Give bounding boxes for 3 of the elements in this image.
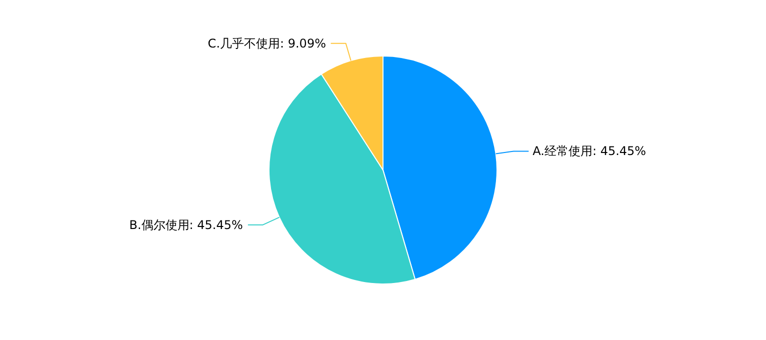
slice-label: B.偶尔使用: 45.45% <box>129 218 243 232</box>
slice-label: C.几乎不使用: 9.09% <box>208 36 326 50</box>
slice-label: A.经常使用: 45.45% <box>532 144 646 158</box>
